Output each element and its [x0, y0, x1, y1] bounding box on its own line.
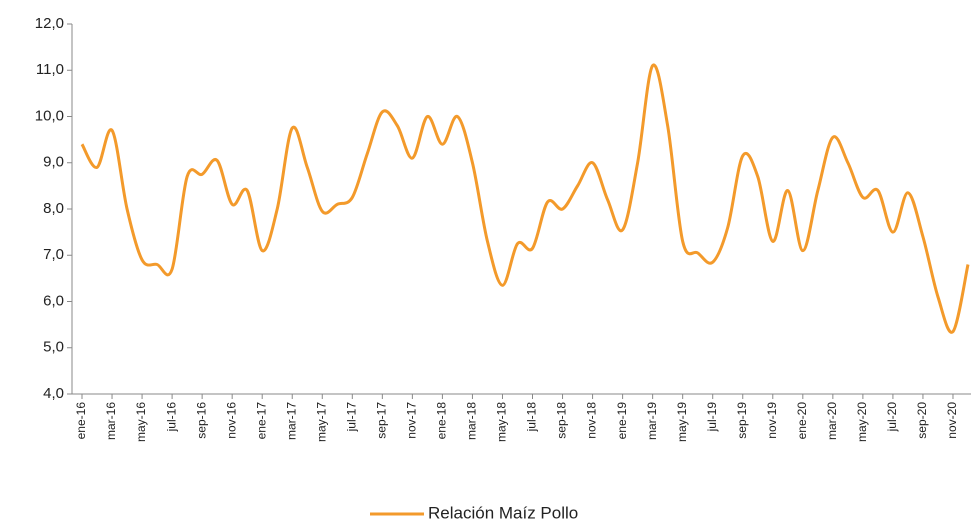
x-tick-label: nov-18 — [585, 402, 599, 439]
y-tick-label: 12,0 — [35, 15, 64, 32]
x-tick-label: ene-17 — [254, 402, 268, 440]
x-tick-label: mar-16 — [104, 402, 118, 440]
x-tick-label: sep-19 — [735, 402, 749, 439]
x-tick-label: nov-16 — [224, 402, 238, 439]
y-tick-label: 4,0 — [43, 385, 64, 402]
y-tick-label: 9,0 — [43, 154, 64, 171]
x-tick-label: jul-19 — [705, 402, 719, 433]
y-tick-label: 6,0 — [43, 292, 64, 309]
x-tick-label: mar-20 — [825, 402, 839, 440]
y-tick-label: 10,0 — [35, 107, 64, 124]
x-tick-label: may-18 — [495, 402, 509, 442]
x-tick-label: jul-18 — [525, 402, 539, 433]
x-tick-label: may-19 — [675, 402, 689, 442]
x-tick-label: sep-17 — [375, 402, 389, 439]
x-tick-label: mar-17 — [284, 402, 298, 440]
x-tick-label: ene-16 — [74, 402, 88, 440]
x-tick-label: nov-20 — [945, 402, 959, 439]
x-tick-label: ene-19 — [615, 402, 629, 440]
x-tick-label: ene-18 — [435, 402, 449, 440]
x-tick-label: sep-18 — [555, 402, 569, 439]
x-tick-label: jul-16 — [164, 402, 178, 433]
x-tick-label: jul-17 — [344, 402, 358, 433]
x-tick-label: jul-20 — [885, 402, 899, 433]
x-tick-label: may-20 — [855, 402, 869, 442]
y-tick-label: 5,0 — [43, 339, 64, 356]
y-tick-label: 11,0 — [36, 61, 64, 78]
y-tick-label: 7,0 — [43, 246, 64, 263]
x-tick-label: may-17 — [314, 402, 328, 442]
x-tick-label: sep-20 — [915, 402, 929, 439]
x-tick-label: ene-20 — [795, 402, 809, 440]
x-tick-label: mar-19 — [645, 402, 659, 440]
x-tick-label: nov-17 — [405, 402, 419, 439]
x-tick-label: may-16 — [134, 402, 148, 442]
y-tick-label: 8,0 — [43, 200, 64, 217]
x-tick-label: sep-16 — [194, 402, 208, 439]
legend-label: Relación Maíz Pollo — [428, 503, 578, 522]
data-line — [80, 63, 970, 334]
x-tick-label: nov-19 — [765, 402, 779, 439]
x-tick-label: mar-18 — [465, 402, 479, 440]
